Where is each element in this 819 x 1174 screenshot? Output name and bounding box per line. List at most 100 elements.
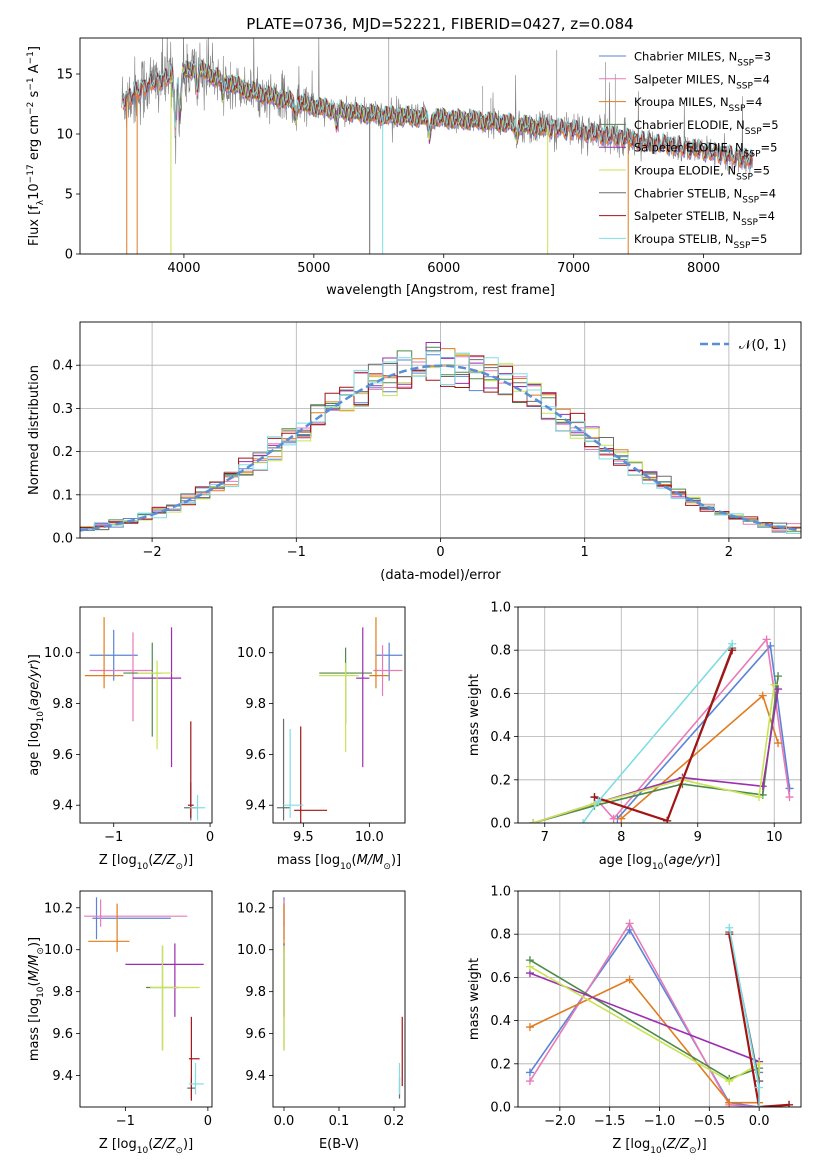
y-axis-label: mass [log10(M/M⊙)] <box>27 937 46 1061</box>
legend-entry: Kroupa STELIB, NSSP=5 <box>634 232 767 251</box>
legend-entry: Kroupa ELODIE, NSSP=5 <box>634 164 770 183</box>
x-tick-label: 0 <box>204 1114 212 1129</box>
x-tick-label: −1 <box>287 545 306 560</box>
y-tick-label: 10.0 <box>237 646 266 661</box>
y-tick-label: 0.0 <box>490 817 511 832</box>
y-tick-label: 0.3 <box>52 402 73 417</box>
weight-marker <box>725 1077 734 1086</box>
chart-mass_vs_Z: −1 0 9.4 9.6 9.8 10.0 10.2 Z [log10(Z/Z⊙)] mass … <box>27 890 213 1156</box>
y-tick-label: 10.0 <box>44 943 73 958</box>
legend-entry: Chabrier ELODIE, NSSP=5 <box>634 118 779 137</box>
x-tick-label: 5000 <box>297 261 330 276</box>
plot-area <box>276 617 403 823</box>
chart-spectrum: 4000 5000 6000 7000 8000 0 5 10 15 wavelength [An… <box>26 37 802 298</box>
x-axis-label: Z [log10(Z/Z⊙)] <box>99 1137 193 1156</box>
legend-entry: Kroupa MILES, NSSP=4 <box>634 95 762 114</box>
x-tick-label: −1.0 <box>644 1114 676 1129</box>
plot-area <box>121 38 754 254</box>
y-tick-label: 9.8 <box>52 985 73 1000</box>
weight-marker <box>625 919 634 928</box>
weight-marker <box>579 819 588 823</box>
y-tick-label: 0.4 <box>490 730 511 745</box>
weight-line-kroupa-miles <box>529 978 760 1104</box>
y-tick-label: 9.4 <box>245 799 266 814</box>
x-tick-label: 4000 <box>167 261 200 276</box>
plot-area <box>529 635 794 823</box>
weight-marker <box>525 1068 534 1077</box>
x-tick-label: 0.0 <box>274 1114 295 1129</box>
x-axis-label: wavelength [Angstrom, rest frame] <box>326 283 555 298</box>
weight-line-salpeter-miles <box>597 637 791 820</box>
x-tick-label: 10 <box>766 830 783 845</box>
weight-marker <box>774 672 783 681</box>
weight-marker <box>609 814 618 823</box>
legend: Chabrier MILES, NSSP=3 Salpeter MILES, NS… <box>599 50 779 251</box>
axes-frame <box>79 606 213 824</box>
y-tick-label: 0.8 <box>490 644 511 659</box>
model-line-salpeter-stelib <box>122 59 754 166</box>
y-axis-label: mass weight <box>467 958 482 1040</box>
x-tick-label: −2.0 <box>544 1114 576 1129</box>
y-tick-label: 10.2 <box>44 901 73 916</box>
x-tick-label: −1 <box>104 830 123 845</box>
x-tick-label: 10.0 <box>355 830 384 845</box>
axes-frame <box>517 890 802 1108</box>
weight-marker <box>725 923 734 932</box>
y-tick-label: 0.1 <box>52 488 73 503</box>
y-tick-label: 9.4 <box>245 1069 266 1084</box>
x-tick-label: 7000 <box>557 261 590 276</box>
axes-frame <box>517 606 802 824</box>
x-tick-label: −2 <box>143 545 162 560</box>
legend-entry: Salpeter STELIB, NSSP=4 <box>634 209 775 228</box>
legend-entry: Salpeter ELODIE, NSSP=5 <box>634 141 777 160</box>
y-tick-label: 9.8 <box>245 697 266 712</box>
chart-mass_weight_vs_age: 7 8 9 10 0.0 0.2 0.4 0.6 0.8 1.0 age [log10(age/yr… <box>467 601 802 872</box>
x-axis-label: E(B-V) <box>319 1137 359 1152</box>
plot-area <box>525 919 794 1107</box>
x-tick-label: −1.5 <box>594 1114 626 1129</box>
y-tick-label: 0.0 <box>52 532 73 547</box>
weight-marker <box>785 793 794 802</box>
x-tick-label: −0.5 <box>694 1114 726 1129</box>
axes-frame <box>79 890 213 1108</box>
y-tick-label: 9.4 <box>52 1069 73 1084</box>
weight-marker <box>755 1059 764 1068</box>
y-tick-label: 9.8 <box>52 697 73 712</box>
axes-frame <box>79 37 802 255</box>
y-tick-label: 10.0 <box>237 943 266 958</box>
x-tick-label: 0 <box>436 545 444 560</box>
y-tick-label: 0 <box>65 248 73 263</box>
weight-marker <box>663 816 672 823</box>
x-axis-label: (data-model)/error <box>380 568 501 583</box>
x-tick-label: 8000 <box>687 261 720 276</box>
weight-marker <box>625 975 634 984</box>
weight-marker <box>525 1077 534 1086</box>
weight-marker <box>755 1083 764 1092</box>
chart-mass_vs_ebv: 0.0 0.1 0.2 9.4 9.6 9.8 10.0 10.2 E(B-V) <box>237 890 406 1152</box>
x-axis-label: mass [log10(M/M⊙)] <box>277 853 401 872</box>
x-tick-label: 9 <box>694 830 702 845</box>
plot-area <box>80 342 801 534</box>
plot-area <box>84 897 204 1101</box>
y-tick-label: 0.2 <box>52 445 73 460</box>
weight-marker <box>590 793 599 802</box>
x-tick-label: 0.1 <box>329 1114 350 1129</box>
hist-step-kroupa-stelib <box>80 351 801 534</box>
y-tick-label: 15 <box>56 68 73 83</box>
y-tick-label: 9.6 <box>52 748 73 763</box>
y-tick-label: 5 <box>65 188 73 203</box>
y-tick-label: 0.8 <box>490 928 511 943</box>
y-axis-label: mass weight <box>467 674 482 756</box>
weight-marker <box>728 639 737 648</box>
plot-area <box>84 617 206 821</box>
y-tick-label: 0.6 <box>490 687 511 702</box>
x-tick-label: 0.2 <box>384 1114 405 1129</box>
weight-marker <box>529 819 538 823</box>
x-tick-label: 0.0 <box>749 1114 770 1129</box>
chart-age_vs_mass: 9.5 10.0 9.4 9.6 9.8 10.0 mass [log10(M/M⊙)] <box>237 606 406 872</box>
y-tick-label: 9.6 <box>245 1027 266 1042</box>
weight-marker <box>525 962 534 971</box>
axes-frame <box>272 606 406 824</box>
legend-entry: 𝒩(0, 1) <box>739 338 786 353</box>
weight-marker <box>774 739 783 748</box>
